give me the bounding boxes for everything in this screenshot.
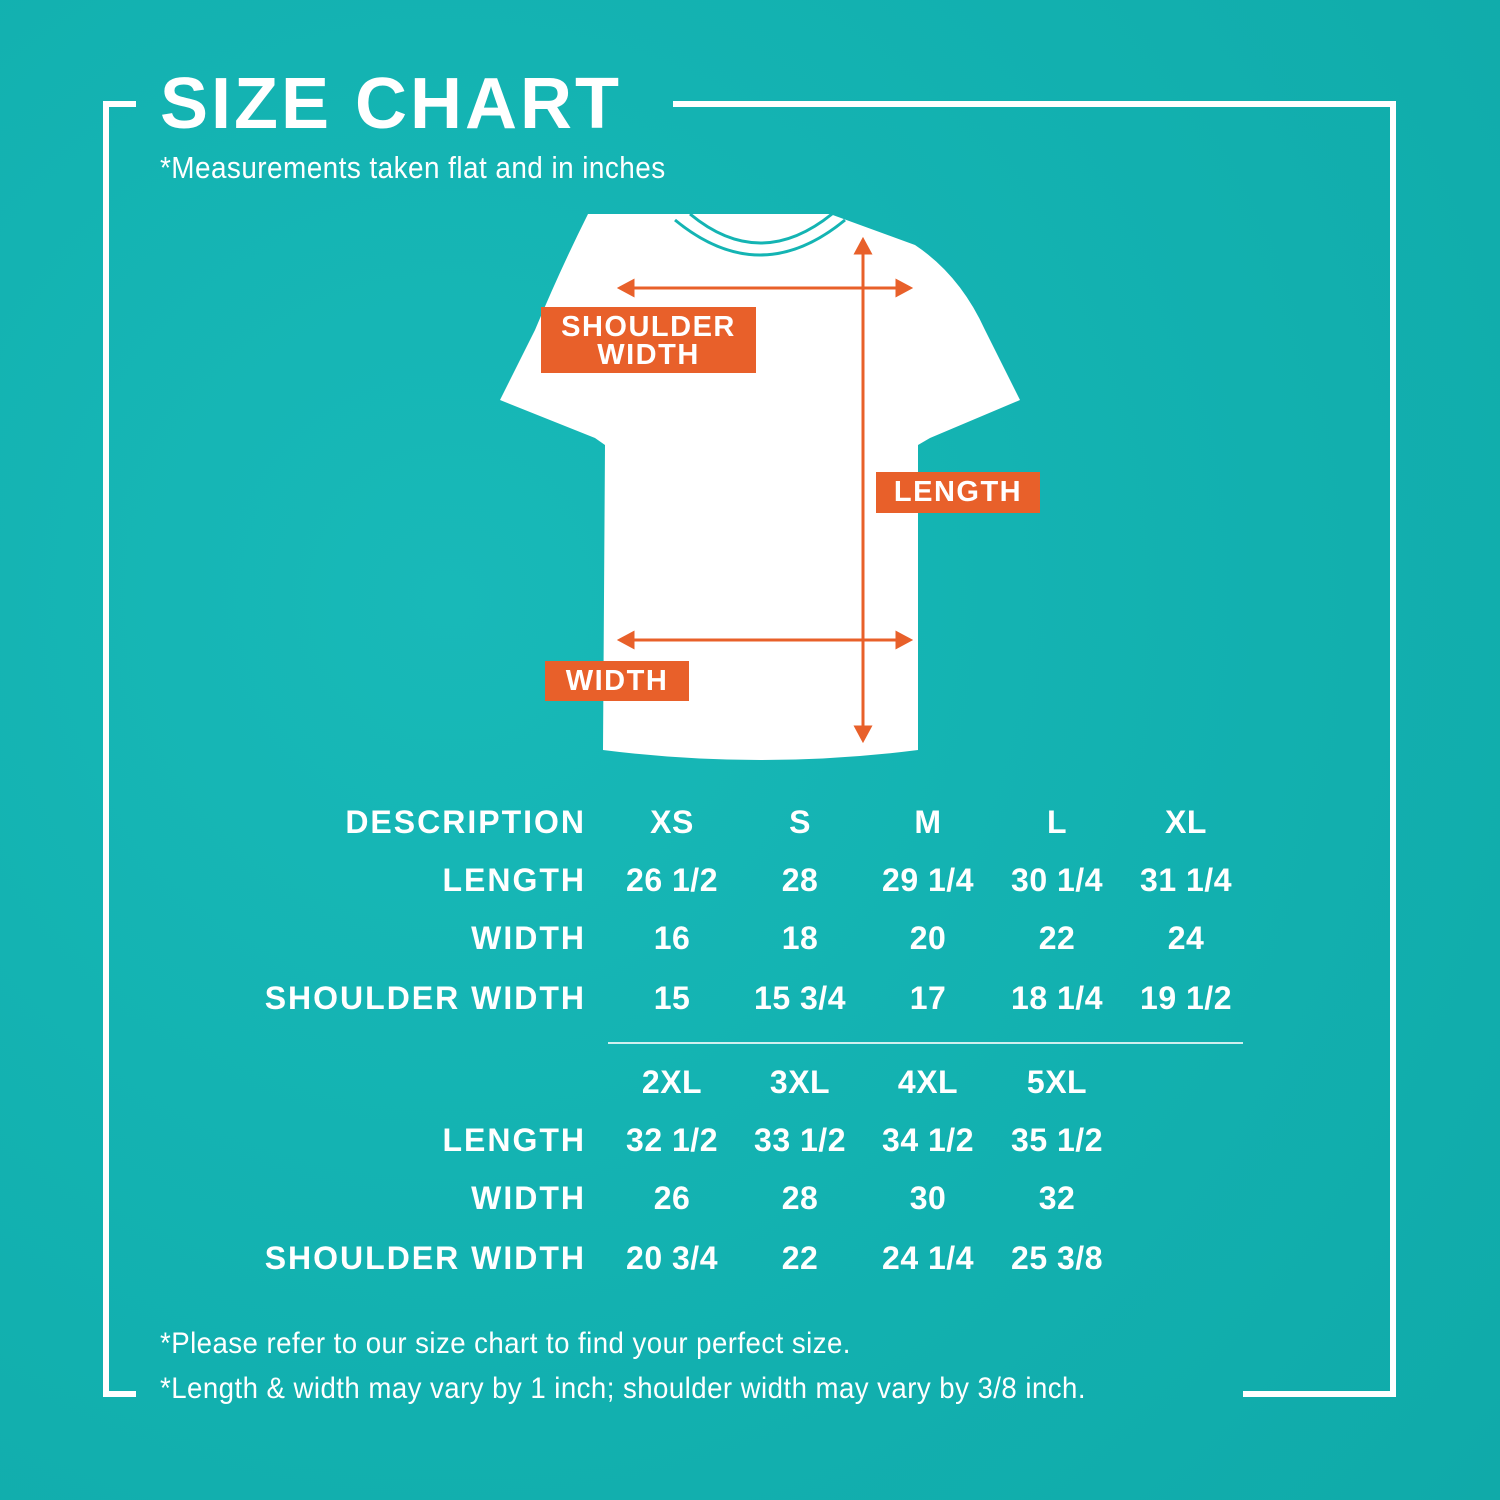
collar-inner: [689, 212, 833, 245]
size-header-2xl: 2XL: [641, 1064, 703, 1100]
size-header-l: L: [1046, 804, 1068, 840]
table-cell: 20: [909, 920, 947, 956]
note-2: *Length & width may vary by 1 inch; shou…: [160, 1372, 1086, 1406]
size-header-m: M: [914, 804, 942, 840]
row-label: SHOULDER WIDTH: [264, 980, 586, 1016]
table-cell: 28: [781, 862, 819, 898]
frame-top-left: [103, 101, 136, 107]
note-2-end: inch.: [1025, 1372, 1086, 1405]
table-cell: 15: [653, 980, 691, 1016]
frame-left: [103, 101, 109, 1397]
size-header-5xl: 5XL: [1026, 1064, 1088, 1100]
row-label: SHOULDER WIDTH: [264, 1240, 586, 1276]
shoulder-width-tag: SHOULDER WIDTH: [541, 307, 756, 373]
table-cell: 33 1/2: [754, 1122, 846, 1158]
frame-right: [1390, 101, 1396, 1397]
width-tag: WIDTH: [545, 661, 689, 701]
table-cell: 19 1/2: [1140, 980, 1232, 1016]
note-2-fraction: 3/8: [977, 1372, 1018, 1405]
width-arrowheads: [616, 630, 914, 650]
table-cell: 18: [781, 920, 819, 956]
subtitle: *Measurements taken flat and in inches: [160, 150, 666, 185]
size-header-s: S: [789, 804, 811, 840]
table-cell: 18 1/4: [1011, 980, 1103, 1016]
table-cell: 16: [653, 920, 691, 956]
table-cell: 24 1/4: [882, 1240, 974, 1276]
table-cell: 28: [781, 1180, 819, 1216]
row-label: LENGTH: [442, 1122, 586, 1158]
shoulder-tag-line-1: SHOULDER: [561, 311, 736, 343]
table-divider: [608, 1042, 1243, 1044]
table-cell: 32 1/2: [626, 1122, 718, 1158]
row-label: LENGTH: [442, 862, 586, 898]
table-cell: 24: [1167, 920, 1205, 956]
length-arrowheads: [853, 236, 873, 744]
row-label: WIDTH: [471, 920, 586, 956]
shoulder-tag-line-2: WIDTH: [597, 339, 700, 371]
table-cell: 30: [909, 1180, 947, 1216]
table-cell: 20 3/4: [626, 1240, 718, 1276]
table-cell: 30 1/4: [1011, 862, 1103, 898]
table-cell: 15 3/4: [754, 980, 846, 1016]
shoulder-arrowheads: [616, 278, 914, 298]
table-cell: 31 1/4: [1140, 862, 1232, 898]
table-cell: 26: [653, 1180, 691, 1216]
size-header-3xl: 3XL: [769, 1064, 831, 1100]
size-header-xs: XS: [650, 804, 694, 840]
row-label: WIDTH: [471, 1180, 586, 1216]
description-header: DESCRIPTION: [345, 804, 586, 840]
note-1: *Please refer to our size chart to find …: [160, 1327, 851, 1360]
length-tag: LENGTH: [876, 472, 1040, 513]
collar: [674, 218, 846, 257]
table-cell: 25 3/8: [1011, 1240, 1103, 1276]
frame-bottom-left: [103, 1391, 136, 1397]
table-cell: 29 1/4: [882, 862, 974, 898]
table-cell: 26 1/2: [626, 862, 718, 898]
table-cell: 22: [1038, 920, 1076, 956]
tshirt-diagram: [500, 212, 1020, 760]
note-2-text: *Length & width may vary by 1 inch; shou…: [160, 1372, 970, 1405]
frame-bottom-right: [1243, 1391, 1396, 1397]
size-header-xl: XL: [1165, 804, 1207, 840]
table-cell: 34 1/2: [882, 1122, 974, 1158]
table-cell: 32: [1038, 1180, 1076, 1216]
table-cell: 35 1/2: [1011, 1122, 1103, 1158]
frame-top-right: [673, 101, 1396, 107]
table-cell: 17: [909, 980, 947, 1016]
page-title: SIZE CHART: [160, 64, 622, 144]
table-cell: 22: [781, 1240, 819, 1276]
size-header-4xl: 4XL: [897, 1064, 959, 1100]
